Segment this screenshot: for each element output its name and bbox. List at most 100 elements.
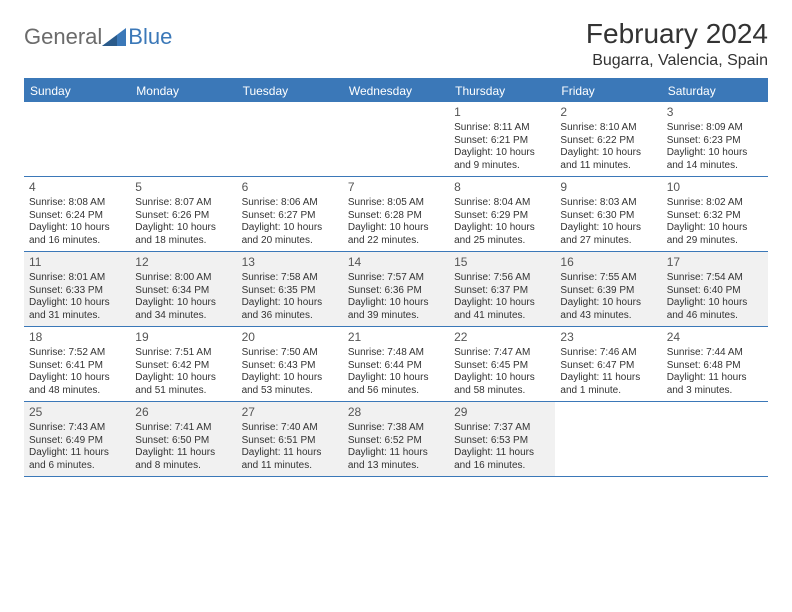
cell-sunrise: Sunrise: 8:10 AM	[560, 122, 656, 135]
calendar-cell: 16 Sunrise: 7:55 AMSunset: 6:39 PMDayligh…	[555, 252, 661, 326]
calendar-cell: 22Sunrise: 7:47 AMSunset: 6:45 PMDayligh…	[449, 327, 555, 401]
cell-sunrise: Sunrise: 7:40 AM	[242, 422, 338, 435]
dayheader: Friday	[555, 80, 661, 102]
cell-d2: and 51 minutes.	[135, 385, 231, 398]
cell-d1: Daylight: 10 hours	[348, 297, 444, 310]
cell-sunrise: Sunrise: 8:11 AM	[454, 122, 550, 135]
cell-sunrise: Sunrise: 8:05 AM	[348, 197, 444, 210]
day-number: 19	[135, 330, 231, 345]
calendar-cell: 6Sunrise: 8:06 AMSunset: 6:27 PMDaylight…	[237, 177, 343, 251]
cell-sunrise: Sunrise: 7:46 AM	[560, 347, 656, 360]
calendar-cell: 29Sunrise: 7:37 AMSunset: 6:53 PMDayligh…	[449, 402, 555, 476]
day-number: 17	[667, 255, 763, 270]
dayheader-row: SundayMondayTuesdayWednesdayThursdayFrid…	[24, 80, 768, 102]
cell-d1: Daylight: 10 hours	[135, 297, 231, 310]
day-number: 16	[560, 255, 656, 270]
calendar-cell-empty	[555, 402, 661, 476]
week-row: 4 Sunrise: 8:08 AMSunset: 6:24 PM Daylight…	[24, 177, 768, 252]
calendar-cell-empty	[343, 102, 449, 176]
cell-d1: Daylight: 10 hours	[667, 147, 763, 160]
cell-sunrise: Sunrise: 7:47 AM	[454, 347, 550, 360]
cell-d1: Daylight: 10 hours	[560, 222, 656, 235]
cell-d2: and 22 minutes.	[348, 235, 444, 248]
cell-d1: Daylight: 10 hours	[29, 297, 125, 310]
day-number: 13	[242, 255, 338, 270]
cell-sunrise: Sunrise: 7:48 AM	[348, 347, 444, 360]
cell-d1: Daylight: 10 hours	[667, 222, 763, 235]
cell-sunset: Sunset: 6:49 PM	[29, 435, 125, 448]
cell-sunset: Sunset: 6:33 PM	[29, 285, 125, 298]
day-number: 27	[242, 405, 338, 420]
dayheader: Saturday	[662, 80, 768, 102]
cell-d1: Daylight: 10 hours	[348, 222, 444, 235]
cell-sunset: Sunset: 6:48 PM	[667, 360, 763, 373]
cell-d1: Daylight: 10 hours	[348, 372, 444, 385]
cell-d2: and 27 minutes.	[560, 235, 656, 248]
day-number: 12	[135, 255, 231, 270]
cell-d1: Daylight: 10 hours	[454, 222, 550, 235]
cell-d1: Daylight: 11 hours	[454, 447, 550, 460]
cell-d2: and 11 minutes.	[560, 160, 656, 173]
cell-sunset: Sunset: 6:34 PM	[135, 285, 231, 298]
day-number: 3	[667, 105, 763, 120]
cell-sunset: Sunset: 6:37 PM	[454, 285, 550, 298]
month-title: February 2024	[586, 18, 768, 50]
cell-sunset: Sunset: 6:23 PM	[667, 135, 763, 148]
day-number: 4	[29, 180, 125, 195]
cell-sunset: Sunset: 6:50 PM	[135, 435, 231, 448]
cell-sunrise: Sunrise: 7:54 AM	[667, 272, 763, 285]
cell-sunset: Sunset: 6:27 PM	[242, 210, 338, 223]
cell-sunset: Sunset: 6:24 PM	[29, 210, 125, 223]
calendar-cell: 26Sunrise: 7:41 AMSunset: 6:50 PMDayligh…	[130, 402, 236, 476]
title-block: February 2024 Bugarra, Valencia, Spain	[586, 18, 768, 70]
cell-d1: Daylight: 11 hours	[348, 447, 444, 460]
cell-sunrise: Sunrise: 8:01 AM	[29, 272, 125, 285]
dayheader: Wednesday	[343, 80, 449, 102]
calendar-cell: 20Sunrise: 7:50 AMSunset: 6:43 PMDayligh…	[237, 327, 343, 401]
cell-d2: and 46 minutes.	[667, 310, 763, 323]
calendar-cell-empty	[24, 102, 130, 176]
logo: General Blue	[24, 18, 172, 50]
dayheader: Thursday	[449, 80, 555, 102]
cell-d2: and 20 minutes.	[242, 235, 338, 248]
dayheader: Monday	[130, 80, 236, 102]
cell-d2: and 9 minutes.	[454, 160, 550, 173]
cell-d1: Daylight: 11 hours	[29, 447, 125, 460]
dayheader: Sunday	[24, 80, 130, 102]
logo-text-general: General	[24, 24, 102, 50]
calendar-cell: 24Sunrise: 7:44 AMSunset: 6:48 PMDayligh…	[662, 327, 768, 401]
calendar-cell: 27Sunrise: 7:40 AMSunset: 6:51 PMDayligh…	[237, 402, 343, 476]
cell-sunrise: Sunrise: 7:55 AM	[560, 272, 656, 285]
day-number: 22	[454, 330, 550, 345]
cell-sunrise: Sunrise: 7:41 AM	[135, 422, 231, 435]
cell-d2: and 53 minutes.	[242, 385, 338, 398]
cell-d2: and 31 minutes.	[29, 310, 125, 323]
cell-sunset: Sunset: 6:39 PM	[560, 285, 656, 298]
cell-sunset: Sunset: 6:22 PM	[560, 135, 656, 148]
day-number: 26	[135, 405, 231, 420]
cell-d1: Daylight: 11 hours	[667, 372, 763, 385]
cell-d2: and 16 minutes.	[29, 235, 125, 248]
calendar-cell-empty	[237, 102, 343, 176]
cell-sunrise: Sunrise: 8:08 AM	[29, 197, 125, 210]
day-number: 15	[454, 255, 550, 270]
calendar-cell: 9Sunrise: 8:03 AMSunset: 6:30 PMDaylight…	[555, 177, 661, 251]
cell-d1: Daylight: 10 hours	[135, 372, 231, 385]
week-row: 18Sunrise: 7:52 AMSunset: 6:41 PMDayligh…	[24, 327, 768, 402]
calendar-cell-empty	[130, 102, 236, 176]
cell-sunrise: Sunrise: 7:51 AM	[135, 347, 231, 360]
cell-d1: Daylight: 10 hours	[454, 372, 550, 385]
cell-d2: and 14 minutes.	[667, 160, 763, 173]
cell-sunrise: Sunrise: 8:07 AM	[135, 197, 231, 210]
cell-d1: Daylight: 10 hours	[560, 297, 656, 310]
cell-sunset: Sunset: 6:29 PM	[454, 210, 550, 223]
calendar-cell: 1Sunrise: 8:11 AMSunset: 6:21 PMDaylight…	[449, 102, 555, 176]
cell-sunset: Sunset: 6:26 PM	[135, 210, 231, 223]
calendar-cell: 15Sunrise: 7:56 AMSunset: 6:37 PMDayligh…	[449, 252, 555, 326]
cell-d2: and 58 minutes.	[454, 385, 550, 398]
day-number: 18	[29, 330, 125, 345]
calendar-cell: 28Sunrise: 7:38 AMSunset: 6:52 PMDayligh…	[343, 402, 449, 476]
cell-d1: Daylight: 10 hours	[667, 297, 763, 310]
calendar-cell: 7Sunrise: 8:05 AMSunset: 6:28 PMDaylight…	[343, 177, 449, 251]
cell-sunset: Sunset: 6:43 PM	[242, 360, 338, 373]
